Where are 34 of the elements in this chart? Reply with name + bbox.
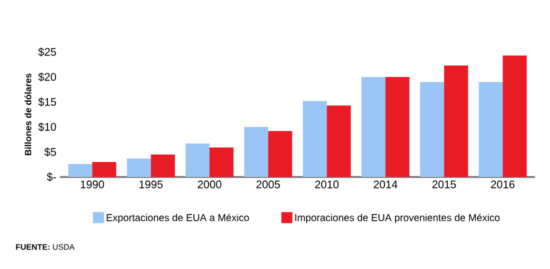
bar	[150, 154, 175, 177]
bar	[444, 66, 468, 177]
y-tick-label: $25	[38, 48, 56, 56]
bar	[210, 148, 234, 177]
bar	[126, 158, 151, 177]
bar	[420, 82, 444, 177]
x-tick-label: 1995	[139, 180, 163, 188]
bar	[361, 77, 386, 177]
x-tick-label: 2010	[315, 180, 339, 188]
x-tick-label: 1990	[80, 180, 104, 188]
bar	[92, 162, 116, 177]
y-tick-label: $20	[38, 72, 56, 82]
x-tick-label: 2014	[374, 180, 398, 188]
bar	[478, 82, 503, 177]
x-tick-label: 2016	[491, 180, 514, 188]
x-tick-label: 2000	[198, 180, 222, 188]
text: FUENTE: USDA	[16, 244, 75, 250]
y-tick-label: $-	[46, 172, 56, 182]
y-tick-label: $10	[38, 122, 56, 132]
bar	[68, 164, 92, 177]
x-tick-label: 2005	[256, 180, 280, 188]
y-tick-label: $5	[44, 148, 56, 156]
bar	[302, 101, 327, 177]
bar	[502, 56, 527, 177]
x-tick-label: 2015	[432, 180, 456, 188]
legend-label: Exportaciones de EUA a México	[106, 214, 249, 224]
bar	[326, 106, 351, 177]
y-tick-label: $15	[38, 98, 56, 106]
bar	[268, 131, 292, 177]
y-axis-title: Billones de dólares	[24, 74, 32, 156]
bar	[244, 127, 268, 177]
legend-label: Imporaciones de EUA provenientes de México	[295, 214, 500, 224]
bar	[186, 144, 210, 177]
bar	[385, 77, 410, 177]
